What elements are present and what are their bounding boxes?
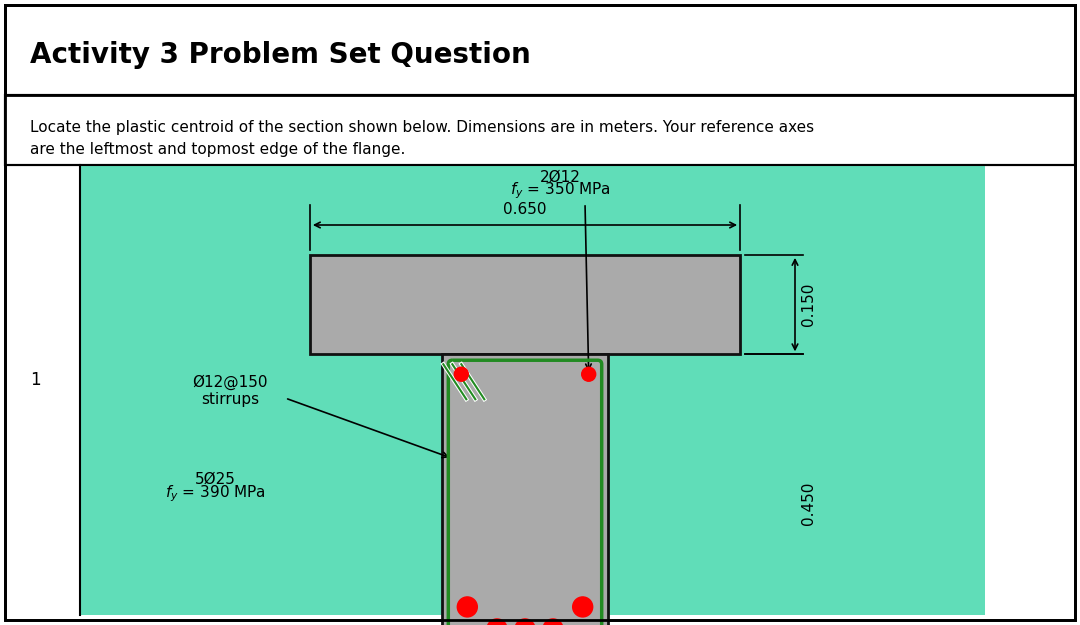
Text: 0.650: 0.650 xyxy=(503,202,546,217)
Circle shape xyxy=(457,597,477,617)
Circle shape xyxy=(582,368,596,381)
Text: 1: 1 xyxy=(30,371,41,389)
Bar xyxy=(5,5,1075,95)
Text: Ø12@150: Ø12@150 xyxy=(192,374,268,390)
Circle shape xyxy=(572,597,593,617)
Bar xyxy=(443,354,608,625)
Bar xyxy=(310,255,740,354)
Bar xyxy=(5,95,1075,165)
Circle shape xyxy=(455,368,469,381)
Text: $f_y$ = 350 MPa: $f_y$ = 350 MPa xyxy=(510,181,610,201)
Circle shape xyxy=(487,619,507,625)
Text: 0.150: 0.150 xyxy=(801,283,816,326)
Text: stirrups: stirrups xyxy=(201,392,259,407)
Text: 0.450: 0.450 xyxy=(801,481,816,525)
Circle shape xyxy=(515,619,535,625)
Text: Locate the plastic centroid of the section shown below. Dimensions are in meters: Locate the plastic centroid of the secti… xyxy=(30,120,814,135)
Text: 2Ø12: 2Ø12 xyxy=(540,170,580,185)
Bar xyxy=(80,165,985,615)
Text: are the leftmost and topmost edge of the flange.: are the leftmost and topmost edge of the… xyxy=(30,142,405,157)
Circle shape xyxy=(543,619,563,625)
Text: 5Ø25: 5Ø25 xyxy=(194,472,235,487)
Text: Activity 3 Problem Set Question: Activity 3 Problem Set Question xyxy=(30,41,530,69)
Bar xyxy=(5,95,1075,165)
Text: $f_y$ = 390 MPa: $f_y$ = 390 MPa xyxy=(164,483,266,504)
Bar xyxy=(5,5,1075,95)
